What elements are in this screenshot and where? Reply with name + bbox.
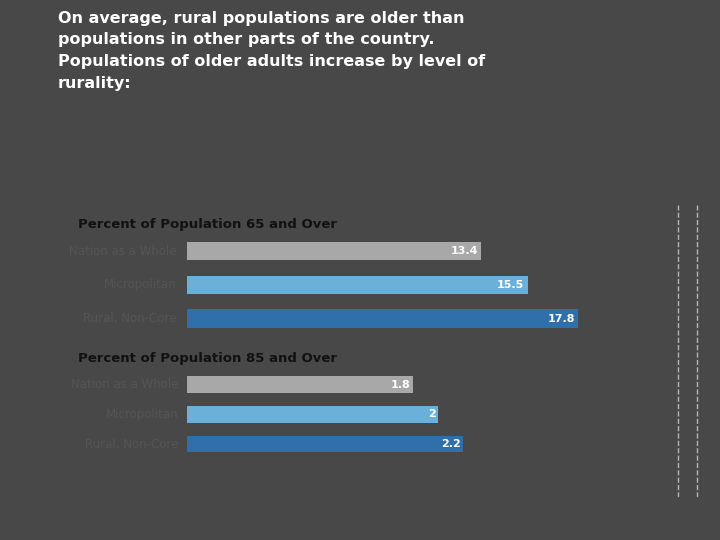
- Text: 17.8: 17.8: [547, 314, 575, 323]
- Bar: [187, 242, 482, 260]
- Text: Micropolitan: Micropolitan: [104, 278, 176, 292]
- Text: 1.8: 1.8: [391, 380, 410, 390]
- Bar: [187, 436, 463, 453]
- Bar: [187, 275, 528, 294]
- Text: 2: 2: [428, 409, 436, 420]
- Text: Nation as a Whole: Nation as a Whole: [68, 245, 176, 258]
- Text: Nation as a Whole: Nation as a Whole: [71, 378, 179, 391]
- Text: Percent of Population 65 and Over: Percent of Population 65 and Over: [78, 218, 337, 231]
- Text: On average, rural populations are older than
populations in other parts of the c: On average, rural populations are older …: [58, 11, 485, 91]
- Text: 15.5: 15.5: [497, 280, 524, 290]
- Text: Micropolitan: Micropolitan: [106, 408, 179, 421]
- Text: 2.2: 2.2: [441, 439, 461, 449]
- Text: Rural, Non-Core: Rural, Non-Core: [83, 312, 176, 325]
- Bar: [187, 376, 413, 393]
- Bar: [187, 406, 438, 423]
- Text: 13.4: 13.4: [451, 246, 478, 256]
- Bar: [187, 309, 578, 328]
- Text: Rural, Non-Core: Rural, Non-Core: [85, 438, 179, 451]
- Text: Percent of Population 85 and Over: Percent of Population 85 and Over: [78, 352, 337, 365]
